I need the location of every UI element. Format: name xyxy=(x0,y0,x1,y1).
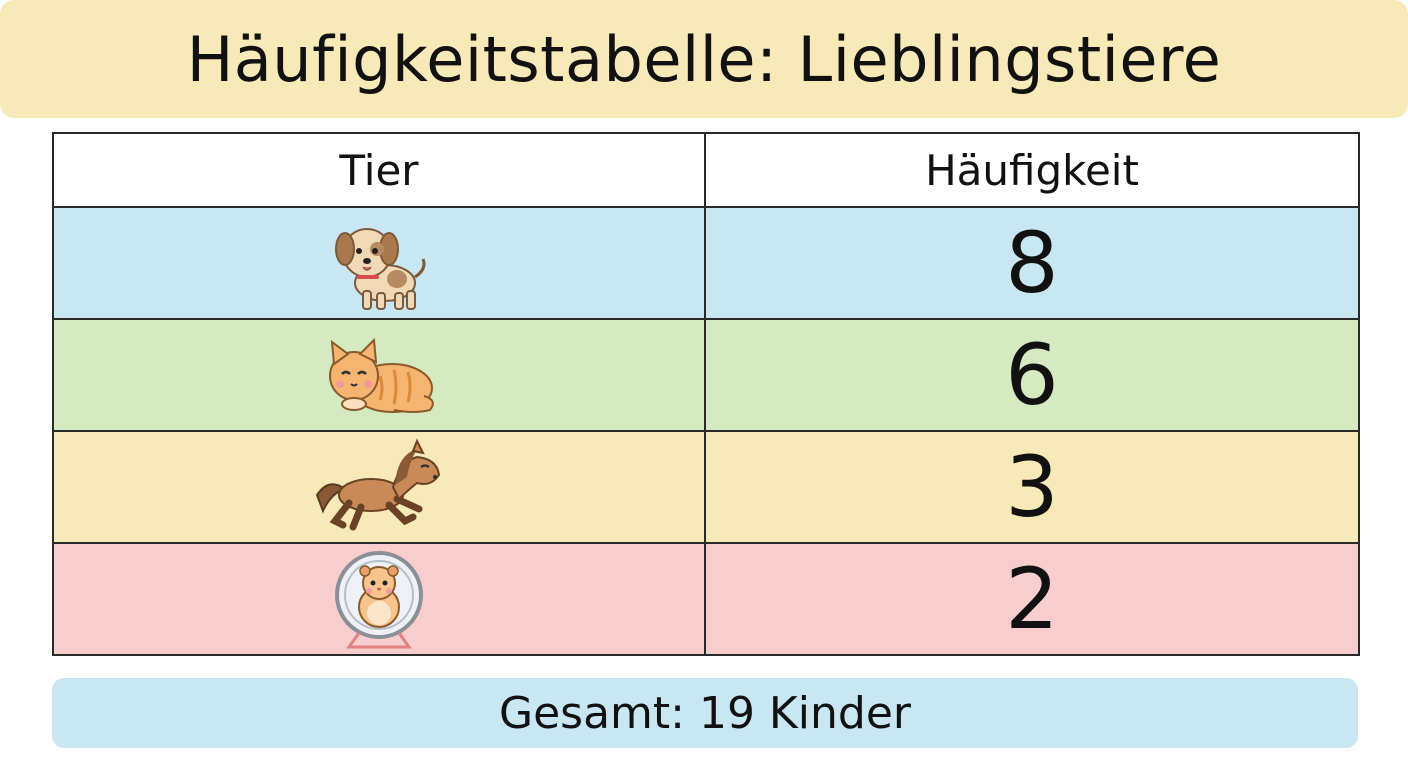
animal-cell xyxy=(52,430,706,544)
horse-icon xyxy=(315,438,441,531)
page-title: Häufigkeitstabelle: Lieblingstiere xyxy=(186,22,1222,96)
frequency-cell: 2 xyxy=(704,542,1360,656)
hamster-icon xyxy=(335,551,423,649)
frequency-table: Tier Häufigkeit xyxy=(52,132,1360,656)
title-banner: Häufigkeitstabelle: Lieblingstiere xyxy=(0,0,1408,118)
table-row: 3 xyxy=(52,430,1360,544)
frequency-cell: 8 xyxy=(704,206,1360,320)
frequency-cell: 3 xyxy=(704,430,1360,544)
frequency-value: 8 xyxy=(1005,214,1059,312)
frequency-value: 6 xyxy=(1005,326,1059,424)
frequency-cell: 6 xyxy=(704,318,1360,432)
frequency-value: 2 xyxy=(1005,550,1059,648)
dog-icon xyxy=(335,228,426,310)
header-frequency: Häufigkeit xyxy=(704,132,1360,208)
header-animal: Tier xyxy=(52,132,706,208)
animal-cell xyxy=(52,318,706,432)
table-row: 6 xyxy=(52,318,1360,432)
cat-icon xyxy=(329,337,434,413)
table-header-row: Tier Häufigkeit xyxy=(52,132,1360,208)
animal-cell xyxy=(52,206,706,320)
table-row: 8 xyxy=(52,206,1360,320)
animal-cell xyxy=(52,542,706,656)
total-label: Gesamt: 19 Kinder xyxy=(498,687,911,739)
total-banner: Gesamt: 19 Kinder xyxy=(52,678,1358,748)
table-row: 2 xyxy=(52,542,1360,656)
frequency-value: 3 xyxy=(1005,438,1059,536)
